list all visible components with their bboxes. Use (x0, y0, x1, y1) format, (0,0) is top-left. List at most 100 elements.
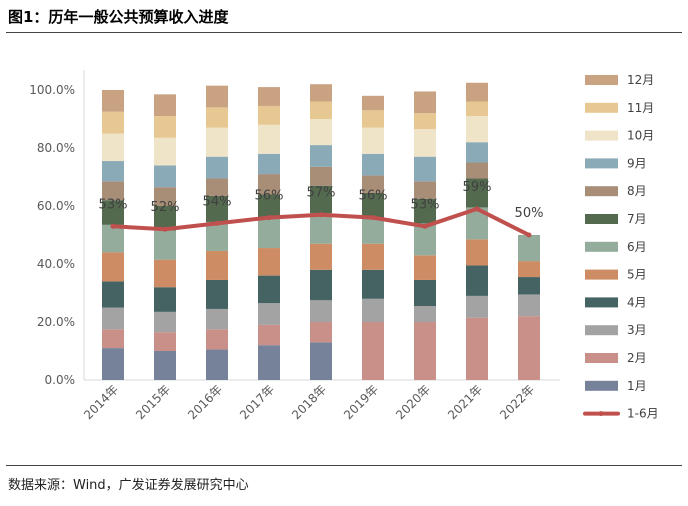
bar-segment (102, 200, 124, 225)
x-tick-label: 2019年 (341, 382, 381, 422)
legend-label: 11月 (627, 101, 654, 115)
line-data-label: 56% (255, 189, 284, 204)
bar-segment (362, 269, 384, 299)
legend-label: 1月 (627, 379, 647, 393)
bar-segment (310, 145, 332, 167)
bar-segment (258, 124, 280, 154)
bar-segment (206, 156, 228, 179)
bar-segment (310, 185, 332, 214)
line-data-label: 56% (359, 189, 388, 204)
bar-segment (466, 116, 488, 143)
title-divider (6, 32, 682, 33)
x-tick-labels: 2014年 2015年 2016年 2017年 2018年 2019年 2020年 2021年… (81, 382, 537, 422)
y-tick-label: 40.0% (37, 257, 75, 271)
bar-segment (154, 230, 176, 260)
bar-segment (518, 316, 540, 380)
line-data-label: 59% (463, 180, 492, 195)
bar-segment (466, 317, 488, 380)
bar-segment (362, 110, 384, 128)
x-tick-label: 2016年 (185, 382, 225, 422)
bar-segment (362, 192, 384, 218)
line-point (474, 206, 480, 212)
legend-swatch (585, 380, 618, 391)
legend-swatch (585, 102, 618, 113)
bar-segment (362, 243, 384, 270)
bar-segment (154, 116, 176, 138)
line-series-group: 53% 52% 54% 56% 57% 56% 53% 59% 50% (99, 180, 544, 238)
bar-segment (154, 351, 176, 380)
bar-segment (518, 235, 540, 262)
bar-segment (258, 324, 280, 346)
legend-swatch (585, 214, 618, 224)
line-data-label: 50% (515, 206, 544, 221)
bar-segment (414, 91, 436, 114)
bar-segment (206, 279, 228, 309)
legend-label: 3月 (627, 323, 647, 337)
bar-segment (310, 166, 332, 186)
legend-swatch (585, 269, 618, 280)
bar-segment (154, 165, 176, 188)
y-tick-label: 80.0% (37, 141, 75, 155)
line-point (526, 232, 532, 238)
bar-segment (102, 329, 124, 349)
bar-segment (362, 217, 384, 244)
x-tick-label: 2015年 (133, 382, 173, 422)
x-tick-label: 2018年 (289, 382, 329, 422)
bar-segment (258, 174, 280, 195)
bar-segment (310, 300, 332, 322)
line-point (214, 220, 220, 226)
bar-segment (414, 156, 436, 182)
bar-segment (466, 142, 488, 163)
bar-segment (258, 275, 280, 304)
bar-segment (466, 162, 488, 179)
y-tick-label: 20.0% (37, 315, 75, 329)
bar-segment (258, 105, 280, 125)
x-tick-label: 2022年 (497, 382, 537, 422)
bar-segment (310, 243, 332, 270)
line-point (266, 215, 272, 221)
line-data-label: 54% (203, 194, 232, 209)
bar-segment (206, 221, 228, 251)
bar-segment (258, 87, 280, 106)
bar-segment (102, 252, 124, 282)
bar-segment (154, 94, 176, 117)
bar-segment (310, 119, 332, 146)
legend-label: 5月 (627, 268, 647, 282)
bar-segment (206, 329, 228, 350)
bar-segment (466, 265, 488, 296)
bar-segment (362, 153, 384, 176)
bar-segment (206, 127, 228, 157)
line-point (422, 223, 428, 229)
bar-segment (466, 239, 488, 266)
line-point (110, 223, 116, 229)
bar-segment (154, 259, 176, 288)
bar-segment (206, 85, 228, 108)
bar-segment (362, 322, 384, 380)
legend-swatch (585, 241, 618, 252)
bar-segment (102, 307, 124, 330)
bar-segment (414, 129, 436, 157)
bar-segment (102, 90, 124, 112)
bar-segment (154, 187, 176, 206)
bar-segment (466, 178, 488, 208)
source-divider (6, 465, 682, 466)
bar-segment (206, 178, 228, 196)
line-data-label: 57% (307, 186, 336, 201)
bar-segment (414, 255, 436, 280)
bar-segment (414, 198, 436, 224)
legend-swatch (585, 158, 618, 169)
bar-segment (414, 306, 436, 322)
bar-segment (206, 250, 228, 280)
legend-swatch (585, 130, 618, 141)
bar-segment (102, 161, 124, 182)
legend-label: 10月 (627, 129, 654, 143)
x-tick-label: 2020年 (393, 382, 433, 422)
bar-segment (206, 195, 228, 222)
legend-label: 12月 (627, 73, 654, 87)
bar-segment (154, 206, 176, 231)
bar-segment (414, 113, 436, 130)
legend-label: 7月 (627, 212, 647, 226)
x-tick-label: 2021年 (445, 382, 485, 422)
bar-segment (102, 133, 124, 162)
line-point (162, 226, 168, 232)
